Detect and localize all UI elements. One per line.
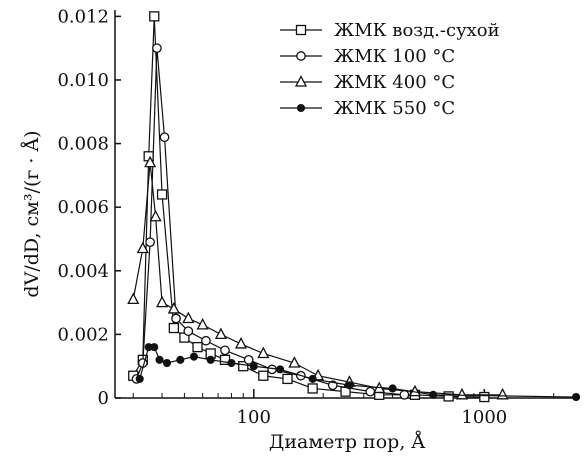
data-point: [155, 295, 169, 308]
x-axis-label: Диаметр пор, Å: [269, 431, 426, 453]
data-point: [234, 337, 248, 349]
y-tick-label: 0.004: [57, 261, 109, 282]
x-tick-label: 1000: [461, 407, 507, 428]
data-point: [388, 384, 397, 393]
legend-marker: [295, 24, 307, 36]
y-axis-ticks: 0 0.002 0.004 0.006 0.008 0.010 0.012: [57, 6, 121, 409]
data-point: [156, 189, 168, 200]
data-point: [149, 209, 162, 222]
data-point: [220, 345, 230, 356]
data-point: [276, 365, 285, 374]
y-tick-label: 0.010: [57, 70, 109, 91]
data-point: [249, 362, 258, 371]
data-point: [145, 237, 155, 248]
series-3: [127, 155, 509, 400]
data-point: [176, 355, 185, 364]
data-point: [127, 292, 140, 305]
data-point: [365, 386, 376, 397]
data-point: [308, 374, 317, 383]
data-point: [267, 364, 277, 375]
data-point: [408, 384, 422, 397]
series-1: [128, 11, 490, 403]
data-point: [144, 155, 157, 168]
data-point: [159, 132, 170, 143]
legend-marker: [296, 103, 306, 113]
legend-label: ЖМК возд.-сухой: [334, 20, 500, 41]
series-line: [139, 346, 577, 398]
data-point: [307, 383, 318, 394]
data-point: [152, 43, 162, 54]
data-point: [238, 361, 249, 372]
data-point: [214, 327, 227, 340]
data-point: [201, 335, 211, 346]
data-point: [182, 311, 195, 324]
y-tick-label: 0: [98, 388, 109, 409]
data-point: [149, 11, 160, 22]
data-point: [136, 241, 149, 254]
y-tick-label: 0.012: [57, 6, 109, 27]
legend-label: ЖМК 550 °С: [334, 98, 455, 119]
series-4: [135, 343, 581, 402]
data-point: [162, 358, 171, 368]
x-tick-label: 100: [237, 407, 271, 428]
data-point: [206, 355, 215, 364]
x-axis-ticks: 100 1000: [132, 389, 555, 428]
y-tick-label: 0.002: [57, 324, 109, 345]
y-tick-label: 0.008: [57, 134, 109, 155]
data-point: [171, 313, 181, 324]
data-point: [345, 381, 354, 390]
data-point: [479, 391, 490, 403]
data-point: [258, 370, 269, 381]
data-point: [443, 391, 454, 402]
series-layer: [127, 11, 581, 403]
data-point: [257, 346, 270, 359]
data-point: [168, 322, 179, 334]
legend-label: ЖМК 100 °С: [334, 46, 455, 67]
data-point: [150, 343, 159, 352]
data-point: [155, 355, 164, 364]
data-point: [167, 302, 180, 314]
data-point: [135, 374, 144, 383]
legend-marker: [296, 51, 306, 61]
data-point: [399, 389, 410, 400]
data-point: [227, 358, 236, 368]
legend-marker: [294, 75, 308, 87]
y-axis-label: dV/dD, см³/(г · Å): [21, 130, 43, 297]
data-point: [282, 373, 293, 385]
y-tick-label: 0.006: [57, 197, 109, 218]
data-point: [196, 317, 209, 330]
data-point: [288, 356, 301, 368]
data-point: [572, 392, 581, 402]
data-point: [192, 341, 203, 353]
legend: ЖМК возд.-сухой ЖМК 100 °С ЖМК 400 °С ЖМК 5…: [280, 20, 500, 119]
legend-label: ЖМК 400 °С: [334, 72, 455, 93]
data-point: [243, 354, 254, 365]
series-line: [132, 162, 503, 396]
data-point: [189, 352, 198, 361]
data-point: [429, 390, 438, 399]
data-point: [183, 326, 194, 337]
data-point: [496, 387, 509, 400]
data-point: [455, 387, 469, 400]
